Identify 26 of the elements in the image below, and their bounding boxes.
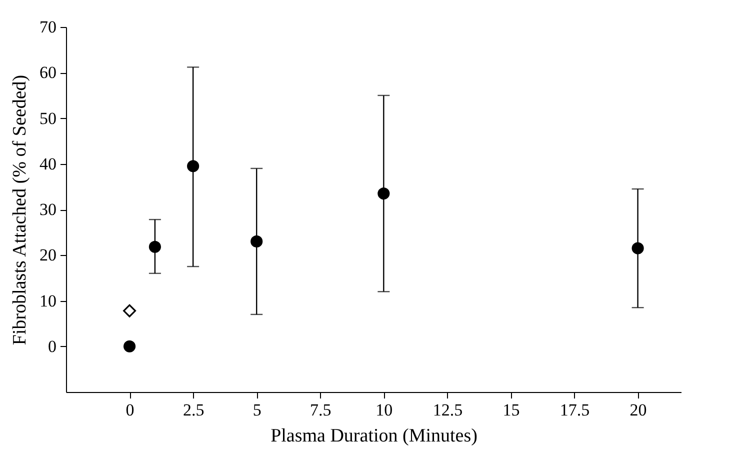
y-tick-label: 0 xyxy=(48,336,56,356)
point xyxy=(148,240,161,253)
x-tick-label: 15 xyxy=(502,400,520,420)
point xyxy=(123,340,136,352)
point xyxy=(250,235,263,248)
x-tick-label: 20 xyxy=(630,400,647,420)
x-tick-label: 12.5 xyxy=(432,400,463,420)
y-tick-label: 10 xyxy=(40,291,56,310)
point xyxy=(123,304,136,318)
y-tick-label: 50 xyxy=(40,108,56,128)
point xyxy=(187,160,200,172)
x-tick-label: 10 xyxy=(376,400,393,420)
y-tick-label: 70 xyxy=(40,18,56,36)
x-tick-label: 5 xyxy=(252,400,262,420)
point xyxy=(378,188,390,200)
x-tick-label: 7.5 xyxy=(310,400,332,420)
x-tick-label: 2.5 xyxy=(182,400,204,420)
x-tick-label: 17.5 xyxy=(560,400,590,420)
y-tick-label: 40 xyxy=(40,154,56,174)
y-axis-title: Fibroblasts Attached (% of Seeded) xyxy=(10,74,30,346)
y-tick-label: 20 xyxy=(40,246,56,265)
point xyxy=(632,242,644,254)
x-axis-title: Plasma Duration (Minutes) xyxy=(270,426,478,446)
y-tick-label: 30 xyxy=(40,200,56,219)
y-tick-label: 60 xyxy=(40,63,56,82)
x-tick-label: 0 xyxy=(126,400,134,420)
